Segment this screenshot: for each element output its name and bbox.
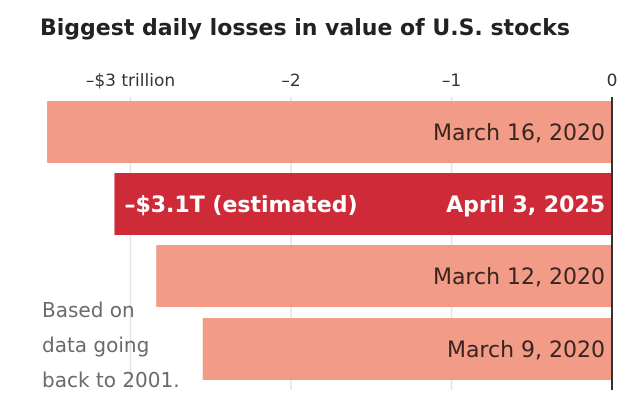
- bar: [47, 101, 613, 163]
- tick-label: –1: [442, 71, 461, 91]
- bar: [114, 173, 612, 235]
- note-line: Based on: [42, 298, 135, 322]
- bar-label: March 16, 2020: [433, 121, 605, 146]
- bar-label: April 3, 2025: [446, 193, 605, 218]
- bar-annotation: –$3.1T (estimated): [124, 193, 357, 218]
- chart-title: Biggest daily losses in value of U.S. st…: [40, 16, 570, 41]
- bar-label: March 12, 2020: [433, 265, 605, 290]
- note-line: back to 2001.: [42, 368, 180, 392]
- tick-label: –$3 trillion: [86, 71, 175, 91]
- bar: [156, 245, 612, 307]
- bar: [202, 318, 612, 380]
- tick-label: –2: [281, 71, 300, 91]
- bar-label: March 9, 2020: [447, 338, 605, 363]
- note-line: data going: [42, 333, 149, 357]
- chart-note: Based on data going back to 2001.: [42, 298, 180, 392]
- tick-label: 0: [607, 71, 618, 91]
